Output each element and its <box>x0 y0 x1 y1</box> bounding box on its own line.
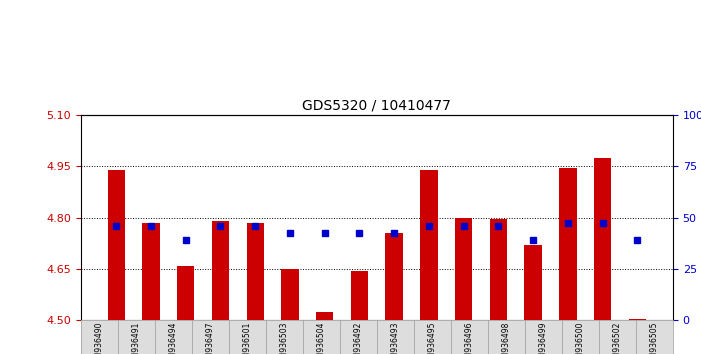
Bar <box>629 319 646 320</box>
Text: GSM936492: GSM936492 <box>354 321 363 354</box>
Bar <box>247 223 264 320</box>
Bar <box>594 158 611 320</box>
Bar <box>350 271 368 320</box>
Text: GSM936490: GSM936490 <box>95 321 104 354</box>
Text: GSM936493: GSM936493 <box>390 321 400 354</box>
Text: GSM936496: GSM936496 <box>465 321 474 354</box>
Bar <box>281 269 299 320</box>
Bar <box>386 233 403 320</box>
Text: GSM936499: GSM936499 <box>539 321 548 354</box>
Text: GSM936505: GSM936505 <box>650 321 659 354</box>
Bar <box>177 266 194 320</box>
Bar <box>212 221 229 320</box>
Bar <box>559 168 576 320</box>
Bar <box>142 223 160 320</box>
Text: GSM936501: GSM936501 <box>243 321 252 354</box>
Bar <box>490 219 507 320</box>
Bar <box>524 245 542 320</box>
Text: GSM936503: GSM936503 <box>280 321 289 354</box>
Bar <box>420 170 437 320</box>
Bar <box>455 218 472 320</box>
Text: GSM936502: GSM936502 <box>613 321 622 354</box>
Text: GSM936504: GSM936504 <box>317 321 326 354</box>
Text: GSM936500: GSM936500 <box>576 321 585 354</box>
Bar <box>107 170 125 320</box>
Text: GSM936491: GSM936491 <box>132 321 141 354</box>
Text: GSM936494: GSM936494 <box>169 321 177 354</box>
Text: GSM936495: GSM936495 <box>428 321 437 354</box>
Title: GDS5320 / 10410477: GDS5320 / 10410477 <box>302 98 451 113</box>
Bar <box>316 312 334 320</box>
Text: GSM936497: GSM936497 <box>205 321 215 354</box>
Text: GSM936498: GSM936498 <box>502 321 511 354</box>
